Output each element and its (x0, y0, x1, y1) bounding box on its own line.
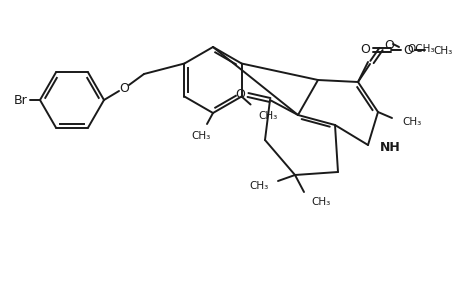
Text: O: O (235, 88, 244, 100)
Text: OCH₃: OCH₃ (406, 44, 434, 54)
Text: Br: Br (14, 94, 28, 106)
Text: CH₃: CH₃ (432, 46, 451, 56)
Text: CH₃: CH₃ (311, 197, 330, 207)
Text: O: O (359, 43, 369, 56)
Text: CH₃: CH₃ (258, 110, 277, 121)
Text: CH₃: CH₃ (249, 181, 268, 191)
Text: NH: NH (379, 140, 400, 154)
Text: CH₃: CH₃ (191, 131, 210, 141)
Text: CH₃: CH₃ (401, 117, 420, 127)
Text: O: O (119, 82, 129, 94)
Text: O: O (383, 38, 393, 52)
Text: O: O (402, 44, 412, 56)
